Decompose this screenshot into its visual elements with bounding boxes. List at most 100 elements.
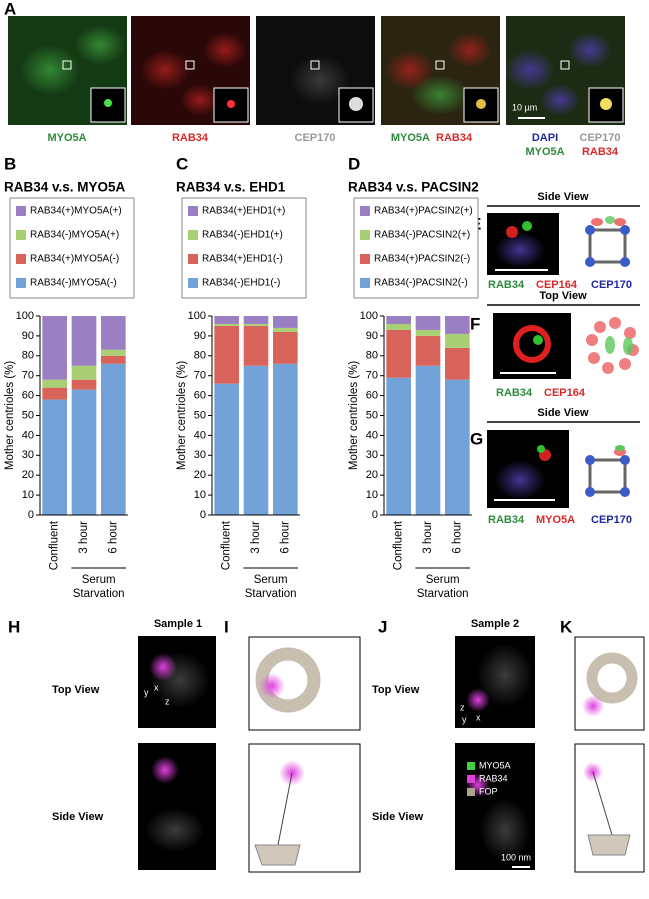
- panel-letter: G: [470, 429, 483, 448]
- legend-box: [181, 197, 307, 299]
- bar-segment: [71, 379, 97, 390]
- view-label: Top View: [372, 684, 420, 696]
- y-axis-label: Mother centrioles (%): [176, 361, 188, 470]
- x-tick-label: 3 hour: [78, 521, 90, 554]
- label: CEP170: [580, 132, 621, 144]
- legend-label: RAB34(+)PACSIN2(+): [374, 206, 473, 217]
- y-tick-label: 80: [194, 350, 206, 362]
- x-tick-label: 6 hour: [107, 521, 119, 554]
- bar-segment: [273, 331, 298, 364]
- bar-segment: [386, 329, 411, 378]
- axis-label: x: [154, 682, 159, 692]
- y-tick-label: 50: [22, 409, 34, 421]
- label: DAPI: [532, 132, 558, 144]
- legend-swatch: [16, 230, 26, 240]
- x-tick-label: Confluent: [49, 520, 61, 570]
- panel-letter: C: [176, 154, 188, 173]
- bar-segment: [415, 365, 441, 515]
- y-tick-label: 60: [22, 390, 34, 402]
- legend-swatch: [360, 278, 370, 288]
- panel-a-images: [8, 16, 625, 125]
- sample-title: Sample 1: [154, 618, 202, 630]
- y-tick-label: 20: [22, 469, 34, 481]
- y-tick-label: 80: [22, 350, 34, 362]
- x-tick-label: Confluent: [221, 520, 233, 570]
- bar-segment: [415, 316, 441, 330]
- y-axis-label: Mother centrioles (%): [4, 361, 16, 470]
- y-tick-label: 50: [366, 409, 378, 421]
- label: RAB34: [496, 387, 533, 399]
- group-label: Starvation: [417, 588, 469, 600]
- bar-segment: [273, 327, 298, 332]
- view-title: Side View: [537, 191, 589, 203]
- bar-segment: [243, 323, 269, 326]
- bar-segment: [101, 363, 126, 515]
- bar-segment: [42, 387, 67, 400]
- axis-label: z: [165, 696, 170, 706]
- y-tick-label: 90: [22, 330, 34, 342]
- legend-swatch: [16, 254, 26, 264]
- chart-title: RAB34 v.s. EHD1: [176, 180, 286, 195]
- panel-efg-art: [487, 205, 640, 508]
- scale-label: 100 nm: [501, 852, 531, 862]
- legend-label: FOP: [479, 786, 498, 796]
- group-label: Serum: [426, 574, 460, 586]
- legend-swatch: [188, 230, 198, 240]
- group-label: Starvation: [73, 588, 125, 600]
- bar-segment: [42, 399, 67, 515]
- y-tick-label: 10: [22, 489, 34, 501]
- legend-label: RAB34(+)EHD1(-): [202, 254, 283, 265]
- y-tick-label: 60: [194, 390, 206, 402]
- y-tick-label: 100: [16, 310, 34, 322]
- legend-swatch: [188, 206, 198, 216]
- legend-swatch: [188, 254, 198, 264]
- y-tick-label: 40: [366, 429, 378, 441]
- chart-title: RAB34 v.s. PACSIN2: [348, 180, 479, 195]
- label: MYO5A: [536, 514, 575, 526]
- y-tick-label: 30: [366, 449, 378, 461]
- y-tick-label: 70: [366, 370, 378, 382]
- bar-segment: [273, 316, 298, 328]
- panel-letter: K: [560, 617, 573, 636]
- panel-letter: F: [470, 314, 480, 333]
- panel-hijk-art: [138, 636, 645, 873]
- x-tick-label: 3 hour: [250, 521, 262, 554]
- bar-segment: [101, 349, 126, 356]
- scale-label: 10 µm: [512, 102, 537, 112]
- legend-label: RAB34(+)PACSIN2(-): [374, 254, 470, 265]
- group-label: Serum: [254, 574, 288, 586]
- bar-segment: [71, 316, 97, 366]
- y-tick-label: 20: [366, 469, 378, 481]
- group-label: Serum: [82, 574, 116, 586]
- y-tick-label: 100: [360, 310, 378, 322]
- legend-box: [9, 197, 135, 299]
- legend-label: RAB34(+)MYO5A(+): [30, 206, 122, 217]
- axis-label: y: [462, 714, 467, 724]
- bar-segment: [386, 377, 411, 515]
- bar-segment: [214, 325, 239, 384]
- bar-segment: [42, 379, 67, 388]
- legend-label: RAB34(+)EHD1(+): [202, 206, 285, 217]
- view-label: Side View: [372, 811, 424, 823]
- x-tick-label: 6 hour: [451, 521, 463, 554]
- label: RAB34: [172, 132, 209, 144]
- bar-segment: [214, 383, 239, 515]
- y-tick-label: 0: [28, 509, 34, 521]
- y-tick-label: 30: [22, 449, 34, 461]
- legend-label: RAB34: [479, 773, 508, 783]
- view-title: Side View: [537, 407, 589, 419]
- y-tick-label: 100: [188, 310, 206, 322]
- x-tick-label: Confluent: [393, 520, 405, 570]
- y-axis-label: Mother centrioles (%): [348, 361, 360, 470]
- label: RAB34: [436, 132, 473, 144]
- y-tick-label: 0: [372, 509, 378, 521]
- label: MYO5A: [525, 146, 564, 158]
- bar-segment: [71, 389, 97, 515]
- label: CEP164: [536, 279, 578, 291]
- label: CEP170: [591, 279, 632, 291]
- view-title: Top View: [539, 290, 587, 302]
- legend-label: RAB34(-)EHD1(+): [202, 230, 283, 241]
- bar-segment: [415, 329, 441, 336]
- bar-segment: [243, 316, 269, 324]
